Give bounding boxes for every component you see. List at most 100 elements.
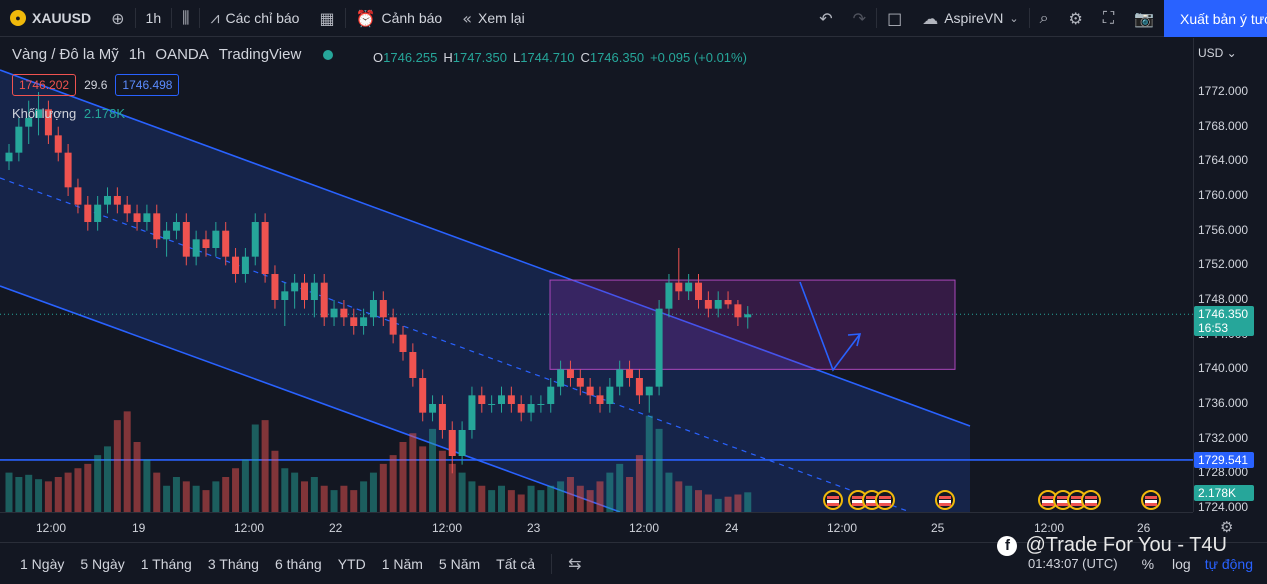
price-chart[interactable] — [0, 38, 1193, 512]
range-button[interactable]: YTD — [337, 555, 366, 572]
candle-body — [704, 300, 712, 309]
volume-bar — [448, 463, 456, 512]
channel-upper-line — [0, 69, 971, 427]
currency-selector[interactable]: USD ⌄ — [1198, 46, 1237, 60]
candle-body — [478, 395, 486, 404]
range-button[interactable]: 6 tháng — [274, 555, 322, 572]
volume-bar — [74, 468, 82, 512]
volume-bar — [399, 442, 407, 512]
ohlc-values: O1746.255 H1747.350 L1744.710 C1746.350 … — [373, 50, 747, 65]
volume-bar — [498, 485, 505, 512]
auto-scale-toggle[interactable]: tự động — [1204, 555, 1253, 572]
volume-bar — [635, 455, 643, 512]
publish-idea-button[interactable]: Xuất bản ý tưởng — [1164, 0, 1267, 37]
range-button[interactable]: 5 Năm — [438, 555, 481, 572]
candle-body — [35, 109, 43, 118]
range-button[interactable]: 5 Ngày — [80, 555, 125, 572]
candle-body — [438, 404, 446, 430]
volume-bar — [104, 446, 111, 512]
search-icon: ⌕ — [1039, 8, 1049, 27]
candle-body — [507, 395, 515, 404]
candle-body — [281, 291, 289, 300]
fullscreen-button[interactable]: ⛶ — [1093, 0, 1124, 37]
price-scale[interactable]: USD ⌄ 1772.000 1768.000 1764.000 1760.000 17… — [1193, 38, 1267, 514]
candle-body — [409, 352, 417, 378]
price-tick-label: 1740.000 — [1198, 361, 1249, 376]
snapshot-button[interactable]: 📷 — [1124, 0, 1164, 37]
plus-circle-icon: ⊕ — [111, 8, 125, 28]
time-tick-label: 12:00 — [629, 521, 660, 535]
undo-button[interactable]: ↶ — [809, 0, 842, 37]
settings-button[interactable]: ⚙ — [1059, 0, 1093, 37]
utc-clock[interactable]: 01:43:07 (UTC) — [1027, 556, 1118, 571]
flag-stripe — [827, 500, 839, 503]
volume-bar — [340, 485, 348, 512]
time-tick-label: 24 — [725, 521, 739, 535]
range-button[interactable]: Tất cả — [496, 555, 536, 572]
time-axis[interactable]: 12:00 19 12:00 22 12:00 23 12:00 24 12:00 25 12:00… — [0, 512, 1193, 542]
range-button[interactable]: 3 Tháng — [207, 555, 259, 572]
goto-date-button[interactable]: ⇆ — [560, 554, 589, 573]
templates-button[interactable]: ▦ — [309, 0, 344, 37]
candle-body — [202, 239, 210, 248]
flag-stripe — [1042, 496, 1054, 499]
time-axis-settings-icon[interactable]: ⚙ — [1220, 518, 1234, 536]
top-toolbar: ● XAUUSD ⊕ 1h ⫼ ⩘ Các chỉ báo ▦ ⏰ Cảnh b… — [0, 0, 1267, 37]
chart-type-button[interactable]: ⫼ — [172, 0, 199, 37]
candle-body — [360, 317, 368, 326]
candle-body — [310, 282, 318, 300]
toolbar-divider — [1028, 8, 1030, 28]
redo-button[interactable]: ↷ — [843, 0, 876, 37]
replay-button[interactable]: « Xem lại — [452, 0, 534, 37]
interval-button[interactable]: 1h — [136, 0, 172, 37]
volume-bar — [616, 463, 624, 512]
volume-bar — [586, 490, 594, 512]
alerts-button[interactable]: ⏰ Cảnh báo — [346, 0, 453, 37]
candle-body — [537, 404, 545, 405]
candle-body — [133, 213, 141, 222]
flag-stripe — [866, 496, 878, 499]
log-toggle[interactable]: log — [1172, 555, 1191, 572]
layout-menu-button[interactable]: ☁ AspireVN ⌄ — [912, 0, 1028, 37]
camera-icon: 📷 — [1134, 8, 1154, 28]
volume-value: 2.178K — [83, 106, 126, 121]
symbol-search-button[interactable]: ● XAUUSD — [0, 0, 101, 37]
high-value: 1747.350 — [452, 50, 507, 65]
volume-bar — [468, 481, 476, 512]
volume-bar — [172, 477, 180, 512]
expand-icon: ⛶ — [1102, 8, 1115, 27]
sell-price-button[interactable]: 1746.202 — [12, 74, 77, 96]
percent-toggle[interactable]: % — [1141, 555, 1155, 572]
flag-stripe — [852, 496, 864, 499]
volume-bar — [301, 481, 308, 512]
fullscreen-layout-button[interactable]: □ — [877, 0, 912, 37]
redo-icon: ↷ — [852, 8, 867, 28]
volume-bar — [320, 485, 328, 512]
indicators-button[interactable]: ⩘ Các chỉ báo — [200, 0, 309, 37]
chevron-down-icon: ⌄ — [1009, 11, 1019, 25]
economic-event-flag — [935, 490, 955, 510]
search-button[interactable]: ⌕ — [1030, 0, 1059, 37]
spread-value: 29.6 — [84, 78, 108, 92]
flag-stripe — [879, 503, 891, 506]
range-button[interactable]: 1 Tháng — [140, 555, 192, 572]
range-button[interactable]: 1 Ngày — [20, 555, 65, 572]
volume-bar — [685, 485, 693, 512]
candle-body — [271, 274, 279, 300]
legend-source: TradingView — [218, 46, 302, 63]
projection-arrow — [799, 281, 861, 372]
economic-event-flag — [1053, 490, 1073, 510]
candle-body — [192, 239, 200, 257]
time-tick-label: 12:00 — [36, 521, 67, 535]
compare-button[interactable]: ⊕ — [101, 0, 134, 37]
channel-layer — [0, 69, 1193, 512]
toolbar-divider — [551, 553, 553, 574]
price-tick-label: 1752.000 — [1198, 257, 1249, 272]
flag-stripe — [852, 503, 864, 506]
volume-tag: 2.178K — [1194, 485, 1254, 501]
range-button[interactable]: 1 Năm — [381, 555, 423, 572]
flag-stripe — [939, 503, 951, 506]
volume-bar — [64, 472, 72, 512]
buy-price-button[interactable]: 1746.498 — [115, 74, 180, 96]
volume-bar — [478, 485, 486, 512]
